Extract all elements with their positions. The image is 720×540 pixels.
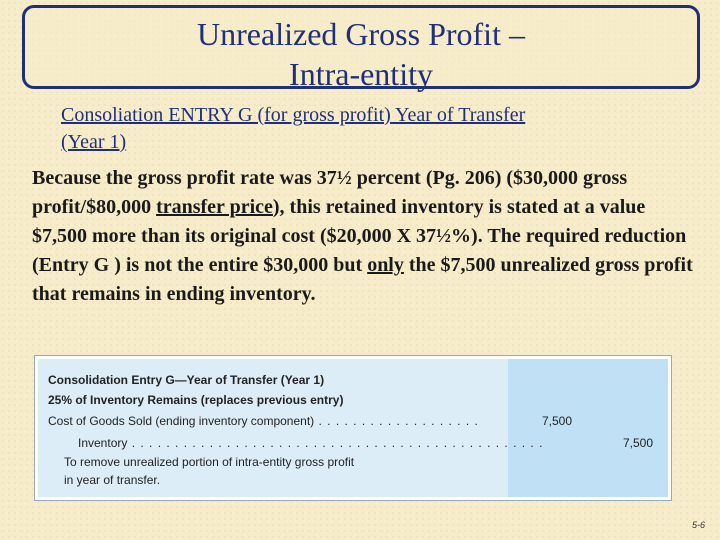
paragraph-part-3: the $7,500 unrealized gross profit that … (32, 254, 693, 305)
credit-amount: 7,500 (623, 436, 654, 450)
credit-line: Inventory . . . . . . . . . . . . . . . … (78, 436, 543, 450)
slide-number: 5-6 (692, 520, 706, 530)
explanation-paragraph: Because the gross profit rate was 37½ pe… (32, 164, 702, 309)
debit-amount: 7,500 (542, 414, 573, 428)
paragraph-underlined-1: transfer price (156, 196, 273, 218)
paragraph-underlined-2: only (367, 254, 404, 276)
credit-account: Inventory (78, 436, 128, 450)
debit-line: Cost of Goods Sold (ending inventory com… (48, 414, 479, 428)
debit-leader-dots: . . . . . . . . . . . . . . . . . . . (314, 414, 479, 428)
journal-entry-panel: Consolidation Entry G—Year of Transfer (… (38, 359, 668, 497)
entry-note-line-1: To remove unrealized portion of intra-en… (64, 455, 355, 469)
title-box: Unrealized Gross Profit – Intra-entity (22, 5, 700, 92)
title-line-1: Unrealized Gross Profit – (197, 16, 525, 52)
entry-heading: Consolidation Entry G—Year of Transfer (… (48, 373, 325, 387)
entry-note-line-2: in year of transfer. (64, 473, 161, 487)
debit-account: Cost of Goods Sold (ending inventory com… (48, 414, 315, 428)
subtitle: Consoliation ENTRY G (for gross profit) … (61, 102, 681, 156)
credit-leader-dots: . . . . . . . . . . . . . . . . . . . . … (127, 436, 544, 450)
paragraph-part-1: Because the gross profit rate was 37½ pe… (32, 167, 628, 218)
entry-subheading: 25% of Inventory Remains (replaces previ… (48, 393, 344, 407)
journal-entry-box: Consolidation Entry G—Year of Transfer (… (34, 355, 672, 501)
paragraph-part-2: ), this retained inventory is stated at … (32, 196, 687, 276)
subtitle-line-2: (Year 1) (61, 131, 127, 153)
amount-column-band (508, 359, 668, 497)
title-line-2: Intra-entity (289, 56, 433, 92)
subtitle-line-1: Consoliation ENTRY G (for gross profit) … (61, 104, 526, 126)
